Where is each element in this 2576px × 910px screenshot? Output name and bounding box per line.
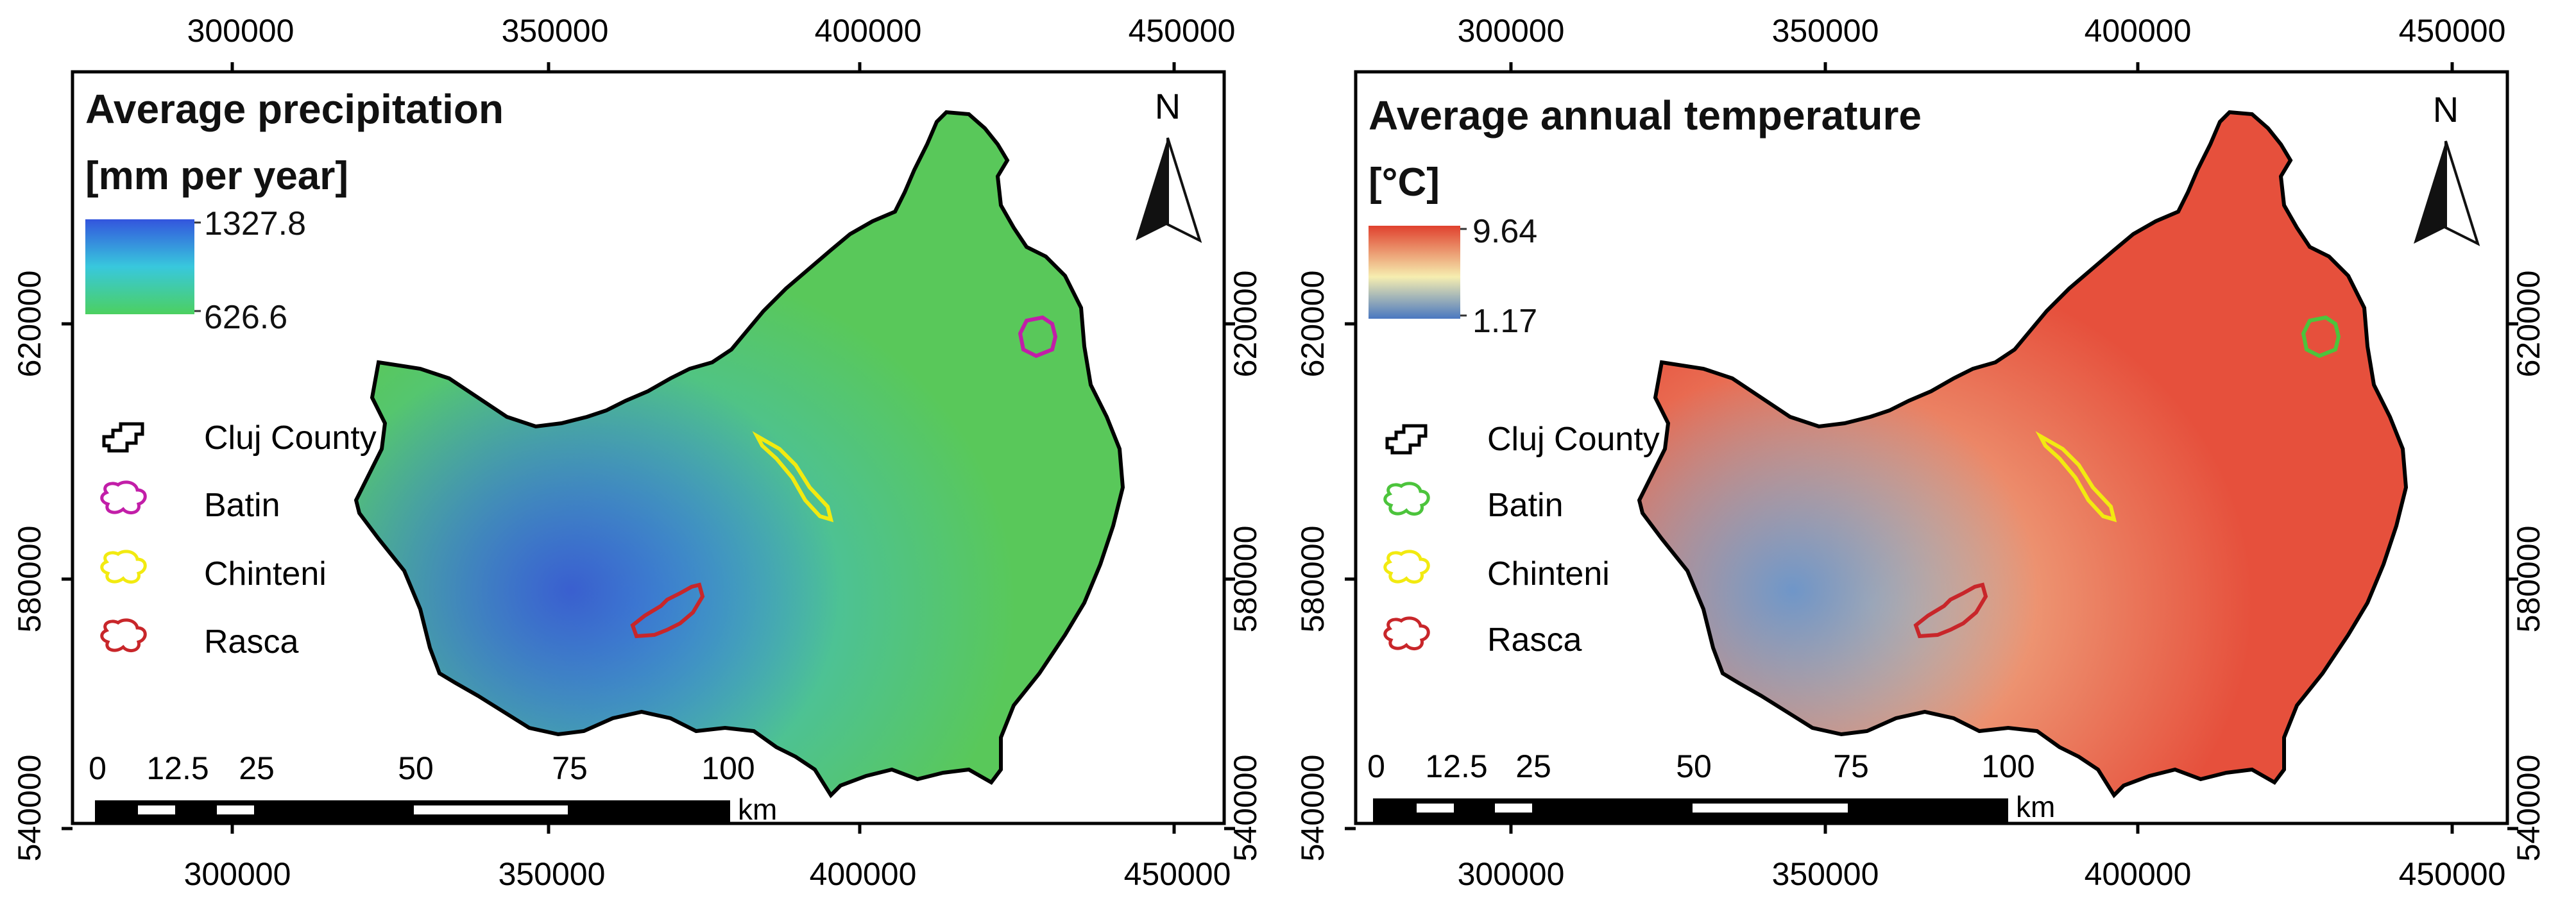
scale-bar-body: [95, 800, 730, 825]
x-tick-bottom-2: 400000: [810, 856, 917, 892]
map-unit: [°C]: [1369, 160, 1440, 205]
scale-bar-segment-white-3: [414, 805, 568, 814]
y-tick-left-1: 580000: [12, 526, 47, 633]
scale-bar-label-5: 100: [701, 750, 755, 786]
precipitation-color-ramp: [85, 219, 194, 314]
scale-bar-unit: km: [2016, 790, 2055, 823]
x-tick-bottom-3: 450000: [2399, 856, 2506, 892]
scale-bar-label-1: 12.5: [1425, 748, 1487, 784]
north-label: N: [2433, 89, 2459, 130]
precipitation-panel: Average precipitation [mm per year] 1327…: [12, 13, 1263, 892]
x-tick-bottom-1: 350000: [499, 856, 606, 892]
y-tick-left-0: 620000: [12, 271, 47, 378]
scale-bar-label-1: 12.5: [146, 750, 209, 786]
scale-bar-label-4: 75: [552, 750, 588, 786]
x-tick-top-0: 300000: [187, 13, 294, 49]
y-tick-right-2: 540000: [2511, 755, 2546, 862]
x-axis-bottom: 300000 350000 400000 450000: [1458, 823, 2506, 892]
legend-label-chinteni: Chinteni: [1487, 555, 1610, 593]
scale-max-value: 9.64: [1472, 213, 1537, 250]
legend-label-rasca: Rasca: [1487, 621, 1582, 659]
scale-bar-segment-white-3: [1693, 804, 1848, 813]
scale-bar-label-3: 50: [1676, 748, 1712, 784]
y-axis-right: 620000 580000 540000: [1224, 271, 1263, 862]
x-tick-bottom-2: 400000: [2085, 856, 2192, 892]
scale-max-value: 1327.8: [204, 205, 306, 242]
map-legend: Cluj County Batin Chinteni Rasca: [102, 419, 377, 661]
x-tick-top-2: 400000: [2085, 13, 2192, 49]
x-tick-bottom-0: 300000: [1458, 856, 1565, 892]
x-tick-top-1: 350000: [1772, 13, 1879, 49]
legend-label-cluj-county: Cluj County: [204, 419, 377, 457]
temperature-panel: Average annual temperature [°C] 9.64 1.1…: [1295, 13, 2546, 892]
scale-bar-label-0: 0: [1367, 748, 1385, 784]
scale-min-value: 1.17: [1472, 303, 1537, 340]
x-tick-bottom-1: 350000: [1772, 856, 1879, 892]
legend-label-chinteni: Chinteni: [204, 555, 327, 593]
north-arrow-left-half: [2414, 141, 2446, 244]
y-tick-left-1: 580000: [1295, 526, 1331, 633]
x-axis-top: 300000 350000 400000 450000: [1458, 13, 2506, 72]
scale-bar-label-3: 50: [398, 750, 434, 786]
map-title: Average annual temperature: [1369, 92, 1922, 139]
map-title: Average precipitation: [85, 86, 504, 132]
x-tick-bottom-3: 450000: [1124, 856, 1231, 892]
north-arrow-right-half: [1166, 137, 1202, 243]
scale-bar-segment-white-2: [217, 805, 254, 814]
scale-bar-label-2: 25: [239, 750, 275, 786]
x-tick-top-2: 400000: [815, 13, 922, 49]
y-tick-left-2: 540000: [12, 755, 47, 862]
scale-bar-label-0: 0: [89, 750, 107, 786]
x-tick-top-1: 350000: [502, 13, 609, 49]
x-axis-bottom: 300000 350000 400000 450000: [184, 823, 1231, 892]
y-axis-left: 620000 580000 540000: [12, 271, 73, 862]
scale-min-value: 626.6: [204, 299, 287, 336]
x-tick-top-3: 450000: [1129, 13, 1236, 49]
x-axis-top: 300000 350000 400000 450000: [187, 13, 1236, 72]
scale-bar-segment-white-1: [138, 805, 175, 814]
scale-bar-segment-white-1: [1417, 804, 1454, 813]
scale-bar-unit: km: [738, 793, 777, 826]
y-tick-left-2: 540000: [1295, 755, 1331, 862]
scale-bar-label-4: 75: [1833, 748, 1869, 784]
legend-label-cluj-county: Cluj County: [1487, 421, 1660, 458]
x-tick-top-3: 450000: [2399, 13, 2506, 49]
scale-bar-body: [1373, 798, 2008, 823]
legend-label-batin: Batin: [1487, 487, 1564, 524]
y-tick-right-0: 620000: [2511, 271, 2546, 378]
map-unit: [mm per year]: [85, 154, 348, 198]
scale-bar: 0 12.5 25 50 75 100 km: [89, 750, 777, 826]
north-arrow: N: [1136, 86, 1202, 243]
y-tick-right-1: 580000: [1227, 526, 1263, 633]
y-tick-right-1: 580000: [2511, 526, 2546, 633]
temperature-color-ramp: [1369, 226, 1460, 319]
scale-bar-segment-white-2: [1495, 804, 1532, 813]
x-tick-top-0: 300000: [1458, 13, 1565, 49]
north-arrow: N: [2414, 89, 2480, 246]
y-tick-left-0: 620000: [1295, 271, 1331, 378]
north-label: N: [1155, 86, 1181, 126]
y-tick-right-2: 540000: [1227, 755, 1263, 862]
legend-label-batin: Batin: [204, 487, 280, 524]
scale-bar: 0 12.5 25 50 75 100 km: [1367, 748, 2055, 823]
north-arrow-left-half: [1136, 138, 1168, 240]
north-arrow-right-half: [2444, 140, 2480, 246]
map-legend: Cluj County Batin Chinteni Rasca: [1385, 421, 1660, 659]
scale-bar-label-5: 100: [1981, 748, 2034, 784]
scale-bar-label-2: 25: [1515, 748, 1551, 784]
y-tick-right-0: 620000: [1227, 271, 1263, 378]
y-axis-right: 620000 580000 540000: [2507, 271, 2546, 862]
y-axis-left: 620000 580000 540000: [1295, 271, 1356, 862]
legend-label-rasca: Rasca: [204, 623, 298, 661]
x-tick-bottom-0: 300000: [184, 856, 291, 892]
